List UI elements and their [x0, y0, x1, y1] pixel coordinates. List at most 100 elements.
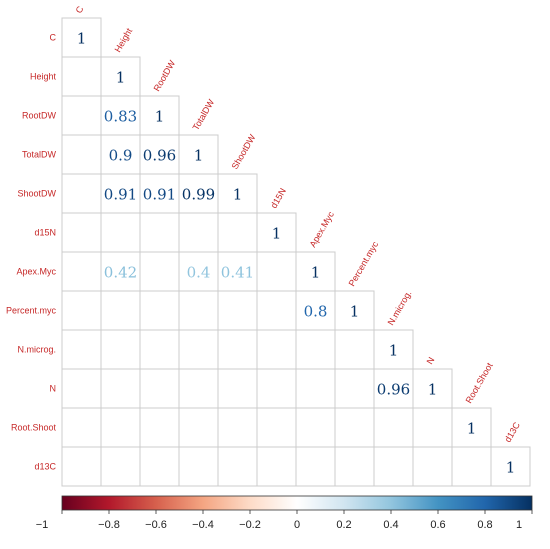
- grid-cell-d13c-rootdw: [139, 446, 180, 487]
- grid-cell-height-height: [100, 56, 141, 97]
- row-label-percent-myc: Percent.myc: [6, 306, 57, 316]
- grid-cell-root-shoot-shootdw: [217, 407, 258, 448]
- grid-cell-d13c-height: [100, 446, 141, 487]
- cell-value-c-c: 1: [77, 30, 87, 48]
- grid-cell-apex-myc-d15n: [256, 251, 297, 292]
- grid-cell-apex-myc-apex-myc: [295, 251, 336, 292]
- cell-value-percent-myc-apex-myc: 0.8: [304, 303, 328, 321]
- grid-cell-d13c-d13c: [490, 446, 531, 487]
- cell-value-rootdw-height: 0.83: [104, 108, 137, 126]
- grid-cell-rootdw-c: [61, 95, 102, 136]
- grid-cell-d13c-totaldw: [178, 446, 219, 487]
- grid-cell-apex-myc-c: [61, 251, 102, 292]
- colorbar-tick-label: 1: [516, 519, 522, 531]
- grid-cell-percent-myc-rootdw: [139, 290, 180, 331]
- grid-cell-height-c: [61, 56, 102, 97]
- cell-value-totaldw-rootdw: 0.96: [143, 147, 176, 165]
- grid-cell-d13c-c: [61, 446, 102, 487]
- grid-cell-root-shoot-n: [412, 407, 453, 448]
- cell-value-rootdw-rootdw: 1: [155, 108, 165, 126]
- grid-cell-d13c-shootdw: [217, 446, 258, 487]
- colorbar-tick-label: 0.6: [430, 519, 445, 531]
- cell-value-apex-myc-height: 0.42: [104, 264, 137, 282]
- grid-cell-n-microg-d15n: [256, 329, 297, 370]
- grid-cell-shootdw-c: [61, 173, 102, 214]
- grid-cell-d15n-d15n: [256, 212, 297, 253]
- grid-cell-n-microg-rootdw: [139, 329, 180, 370]
- col-label-c: C: [74, 4, 86, 15]
- grid-cell-n-apex-myc: [295, 368, 336, 409]
- grid-cell-n-microg-percent-myc: [334, 329, 375, 370]
- grid-cell-root-shoot-height: [100, 407, 141, 448]
- row-label-c: C: [50, 33, 57, 43]
- grid-cell-n-percent-myc: [334, 368, 375, 409]
- cell-value-d13c-d13c: 1: [506, 459, 516, 477]
- grid-cell-n-height: [100, 368, 141, 409]
- col-label-totaldw: TotalDW: [191, 97, 217, 132]
- grid-cell-n-microg-shootdw: [217, 329, 258, 370]
- grid-cell-d15n-c: [61, 212, 102, 253]
- colorbar-tick-label: 0.4: [383, 519, 398, 531]
- colorbar-tick-label: 0.8: [477, 519, 492, 531]
- grid-cell-d15n-height: [100, 212, 141, 253]
- grid-cell-rootdw-rootdw: [139, 95, 180, 136]
- grid-cell-n-totaldw: [178, 368, 219, 409]
- colorbar-tick-label: −0.4: [192, 519, 214, 531]
- grid-cell-percent-myc-apex-myc: [295, 290, 336, 331]
- colorbar-tick-label: −0.8: [98, 519, 120, 531]
- grid-cell-apex-myc-rootdw: [139, 251, 180, 292]
- grid-cell-apex-myc-totaldw: [178, 251, 219, 292]
- cell-value-shootdw-totaldw: 0.99: [182, 186, 215, 204]
- colorbar-tick-label: −1: [36, 519, 49, 531]
- cell-value-apex-myc-shootdw: 0.41: [221, 264, 254, 282]
- row-label-shootdw: ShootDW: [17, 189, 56, 199]
- col-label-n: N: [425, 355, 437, 366]
- cell-value-shootdw-rootdw: 0.91: [143, 186, 176, 204]
- grid-cell-totaldw-c: [61, 134, 102, 175]
- grid-cell-root-shoot-d15n: [256, 407, 297, 448]
- colorbar-gradient: [61, 495, 533, 511]
- col-label-n-microg: N.microg.: [386, 289, 414, 327]
- grid-cell-totaldw-rootdw: [139, 134, 180, 175]
- grid-cell-n-n-microg: [373, 368, 414, 409]
- col-label-rootdw: RootDW: [152, 58, 178, 93]
- grid-cell-d13c-n-microg: [373, 446, 414, 487]
- grid-cell-n-microg-c: [61, 329, 102, 370]
- cell-value-apex-myc-apex-myc: 1: [311, 264, 321, 282]
- grid-cell-shootdw-totaldw: [178, 173, 219, 214]
- grid-cell-percent-myc-shootdw: [217, 290, 258, 331]
- cell-value-height-height: 1: [116, 69, 126, 87]
- grid-cell-d13c-percent-myc: [334, 446, 375, 487]
- row-label-root-shoot: Root.Shoot: [11, 423, 57, 433]
- row-label-apex-myc: Apex.Myc: [16, 267, 56, 277]
- row-label-height: Height: [30, 72, 57, 82]
- grid-cell-root-shoot-percent-myc: [334, 407, 375, 448]
- cell-value-n-n: 1: [428, 381, 438, 399]
- row-label-totaldw: TotalDW: [22, 150, 57, 160]
- row-label-d13c: d13C: [34, 462, 56, 472]
- col-label-d15n: d15N: [269, 186, 288, 210]
- col-label-apex-myc: Apex.Myc: [308, 209, 337, 249]
- grid-cell-n-microg-totaldw: [178, 329, 219, 370]
- colorbar-tick-label: −0.2: [239, 519, 261, 531]
- grid-cell-percent-myc-c: [61, 290, 102, 331]
- grid-cell-root-shoot-totaldw: [178, 407, 219, 448]
- grid-cell-percent-myc-height: [100, 290, 141, 331]
- cell-value-percent-myc-percent-myc: 1: [350, 303, 360, 321]
- grid-cell-n-shootdw: [217, 368, 258, 409]
- grid-cell-d13c-d15n: [256, 446, 297, 487]
- grid-cell-n-microg-n-microg: [373, 329, 414, 370]
- col-label-shootdw: ShootDW: [230, 132, 258, 171]
- cell-value-shootdw-height: 0.91: [104, 186, 137, 204]
- grid-cell-n-rootdw: [139, 368, 180, 409]
- cell-value-n-microg-n-microg: 1: [389, 342, 399, 360]
- row-label-rootdw: RootDW: [22, 111, 57, 121]
- grid-cell-n-n: [412, 368, 453, 409]
- colorbar-tick-label: 0: [294, 519, 300, 531]
- col-label-height: Height: [113, 26, 135, 54]
- row-label-n: N: [50, 384, 57, 394]
- grid-cell-percent-myc-percent-myc: [334, 290, 375, 331]
- grid-cell-n-d15n: [256, 368, 297, 409]
- col-label-root-shoot: Root.Shoot: [464, 361, 495, 405]
